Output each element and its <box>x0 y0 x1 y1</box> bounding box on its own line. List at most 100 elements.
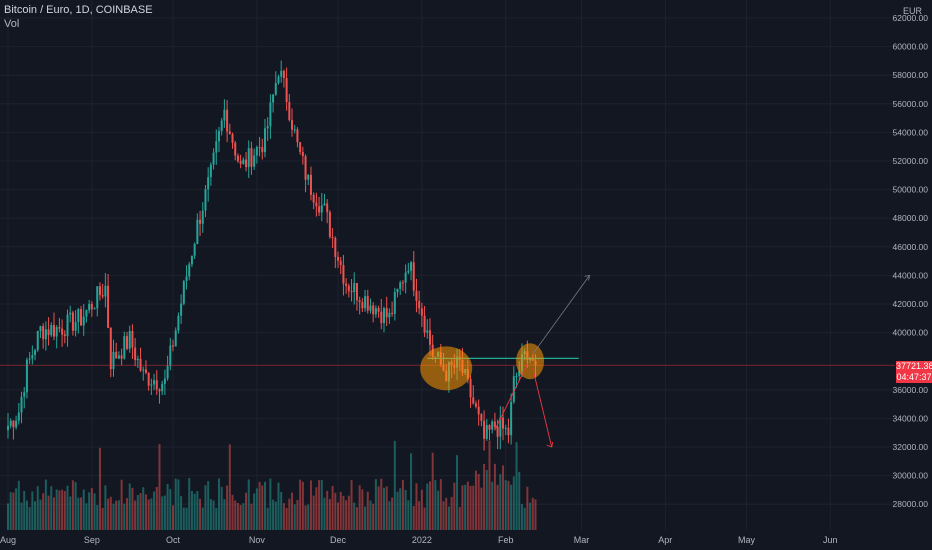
volume-bar <box>399 488 402 530</box>
y-tick-label: 58000.00 <box>893 70 929 80</box>
y-tick-label: 62000.00 <box>893 13 929 23</box>
candle-body <box>226 109 229 132</box>
candle <box>104 272 107 308</box>
candle <box>112 339 115 377</box>
volume-bar <box>488 440 491 530</box>
candle <box>12 420 15 440</box>
y-tick-label: 52000.00 <box>893 156 929 166</box>
volume-bar <box>28 507 31 530</box>
candle <box>190 255 193 268</box>
candle <box>261 138 264 160</box>
volume-bar <box>161 496 164 530</box>
volume-bar <box>185 507 188 530</box>
projection-up-arrowhead <box>584 274 591 281</box>
candle <box>85 309 88 323</box>
volume-bar <box>291 492 294 530</box>
candle <box>34 348 37 361</box>
volume-bar <box>42 493 45 530</box>
candle-body <box>9 420 12 426</box>
volume-bar <box>274 501 277 530</box>
candle-body <box>282 70 285 79</box>
candle-body <box>355 283 358 301</box>
candle <box>499 406 502 450</box>
candle <box>177 312 180 334</box>
candle <box>247 140 250 178</box>
y-tick-label: 28000.00 <box>893 499 929 509</box>
volume-bar <box>226 485 229 530</box>
candle <box>250 141 253 175</box>
candle-body <box>96 286 99 309</box>
candle <box>410 260 413 281</box>
candle-body <box>291 120 294 130</box>
y-tick-label: 48000.00 <box>893 213 929 223</box>
volume-bar <box>483 463 486 530</box>
candle-body <box>158 389 161 392</box>
volume-bar <box>96 505 99 530</box>
candle <box>128 325 131 353</box>
candle-body <box>428 330 431 345</box>
volume-bar <box>215 507 218 530</box>
volume-bar <box>531 497 534 530</box>
candle-body <box>507 427 510 436</box>
candle-body <box>412 262 415 291</box>
volume-bar <box>439 479 442 530</box>
candle <box>301 146 304 165</box>
candle-body <box>90 303 93 310</box>
volume-bar <box>485 470 488 530</box>
volume-bar <box>209 499 212 530</box>
candle <box>407 262 410 275</box>
candle-body <box>142 369 145 371</box>
volume-bar <box>245 492 248 530</box>
candle <box>502 406 505 441</box>
candle-body <box>315 202 318 207</box>
candle <box>204 185 207 218</box>
volume-bar <box>309 480 312 530</box>
volume-bar <box>61 489 64 530</box>
candle <box>42 323 45 349</box>
candle <box>253 148 256 170</box>
volume-bar <box>147 499 150 530</box>
candle-body <box>382 308 385 324</box>
candle <box>504 424 507 436</box>
x-tick-label: Jun <box>823 535 838 545</box>
candle <box>420 302 423 327</box>
candle-body <box>215 141 218 153</box>
candle-body <box>426 330 429 333</box>
candle-body <box>301 151 304 157</box>
volume-bar <box>315 487 318 530</box>
volume-bar <box>515 442 518 530</box>
volume-bar <box>391 497 394 530</box>
volume-bar <box>434 480 437 530</box>
x-tick-label: Sep <box>84 535 100 545</box>
candle <box>220 117 223 136</box>
candle-body <box>337 257 340 261</box>
candle-body <box>485 425 488 439</box>
candle <box>174 327 177 347</box>
volume-bar <box>493 463 496 530</box>
volume-bar <box>120 479 123 530</box>
candle <box>28 352 31 364</box>
volume-bar <box>196 491 199 530</box>
volume-bar <box>88 492 91 530</box>
candle-body <box>420 308 423 316</box>
volume-bar <box>104 485 107 530</box>
volume-bar <box>80 497 83 530</box>
candle <box>288 94 291 122</box>
candle-body <box>185 276 188 282</box>
candle <box>318 196 321 217</box>
candle-body <box>31 354 34 359</box>
volume-bar <box>388 501 391 530</box>
volume-bar <box>307 504 310 530</box>
projection-down-arrowhead <box>546 441 554 448</box>
volume-bar <box>410 453 413 530</box>
x-tick-label: Feb <box>498 535 514 545</box>
volume-bar <box>255 488 258 530</box>
y-tick-label: 50000.00 <box>893 185 929 195</box>
candle-body <box>401 282 404 284</box>
candle <box>158 388 161 404</box>
candle-body <box>326 203 329 213</box>
candle <box>391 301 394 317</box>
candle-body <box>93 308 96 310</box>
